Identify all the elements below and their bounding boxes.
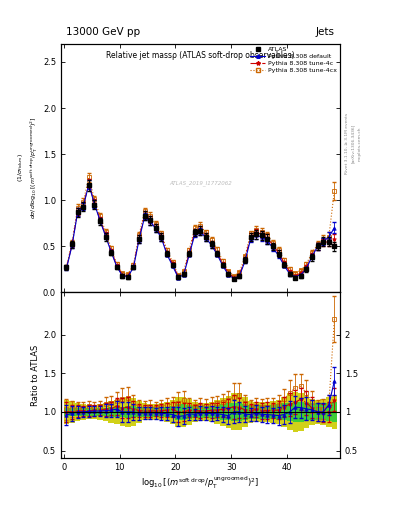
Text: ATLAS_2019_I1772062: ATLAS_2019_I1772062: [169, 180, 232, 186]
Legend: ATLAS, Pythia 8.308 default, Pythia 8.308 tune-4c, Pythia 8.308 tune-4cx: ATLAS, Pythia 8.308 default, Pythia 8.30…: [248, 46, 338, 74]
X-axis label: $\log_{10}[(m^{\mathrm{soft\ drop}}/p_\mathrm{T}^{\mathrm{ungroomed}})^2]$: $\log_{10}[(m^{\mathrm{soft\ drop}}/p_\m…: [141, 475, 259, 491]
Y-axis label: $(1/\sigma_{\mathrm{fidum}})$
$d\sigma/d\log_{10}[(m^{\mathrm{soft\ drop}}/p_{\m: $(1/\sigma_{\mathrm{fidum}})$ $d\sigma/d…: [16, 117, 40, 219]
Text: Rivet 3.1.10, ≥ 3.1M events: Rivet 3.1.10, ≥ 3.1M events: [345, 113, 349, 174]
Text: [arXiv:1306.3436]: [arXiv:1306.3436]: [351, 124, 355, 163]
Text: Jets: Jets: [315, 27, 334, 37]
Y-axis label: Ratio to ATLAS: Ratio to ATLAS: [31, 345, 40, 406]
Text: Relative jet massρ (ATLAS soft-drop observables): Relative jet massρ (ATLAS soft-drop obse…: [106, 51, 295, 60]
Text: 13000 GeV pp: 13000 GeV pp: [66, 27, 141, 37]
Text: mcplots.cern.ch: mcplots.cern.ch: [358, 126, 362, 161]
